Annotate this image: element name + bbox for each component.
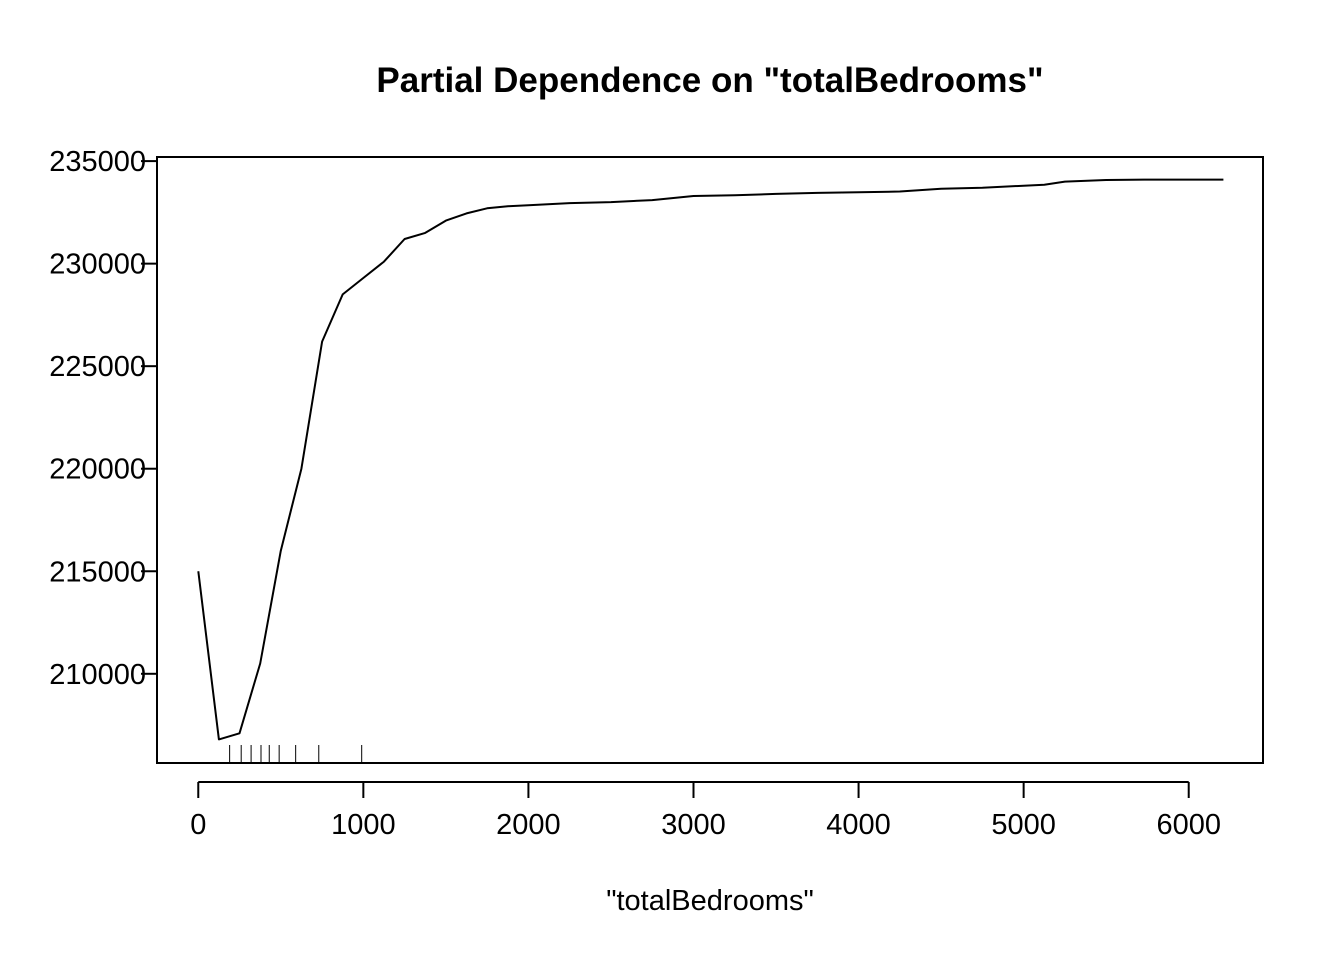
y-tick-label-0: 210000 <box>49 659 146 691</box>
x-tick-label-4: 4000 <box>826 809 891 841</box>
x-axis-label: "totalBedrooms" <box>606 885 814 917</box>
x-tick-label-0: 0 <box>190 809 206 841</box>
y-tick-label-2: 220000 <box>49 454 146 486</box>
x-tick-label-6: 6000 <box>1156 809 1221 841</box>
x-tick-label-5: 5000 <box>991 809 1056 841</box>
plot-frame <box>156 156 1264 764</box>
x-axis: 0 1000 2000 3000 4000 5000 6000 <box>190 781 1221 841</box>
y-tick-label-5: 235000 <box>49 146 146 178</box>
x-tick-label-1: 1000 <box>331 809 396 841</box>
series-line-0 <box>197 178 1224 741</box>
chart-title: Partial Dependence on "totalBedrooms" <box>376 61 1043 100</box>
y-tick-label-3: 225000 <box>49 351 146 383</box>
x-tick-label-2: 2000 <box>496 809 561 841</box>
series-layer <box>197 178 1224 741</box>
rug-layer <box>229 745 363 763</box>
y-tick-label-1: 215000 <box>49 556 146 588</box>
y-tick-label-4: 230000 <box>49 249 146 281</box>
x-tick-label-3: 3000 <box>661 809 726 841</box>
y-axis: 210000 215000 220000 225000 230000 235000 <box>49 146 157 691</box>
